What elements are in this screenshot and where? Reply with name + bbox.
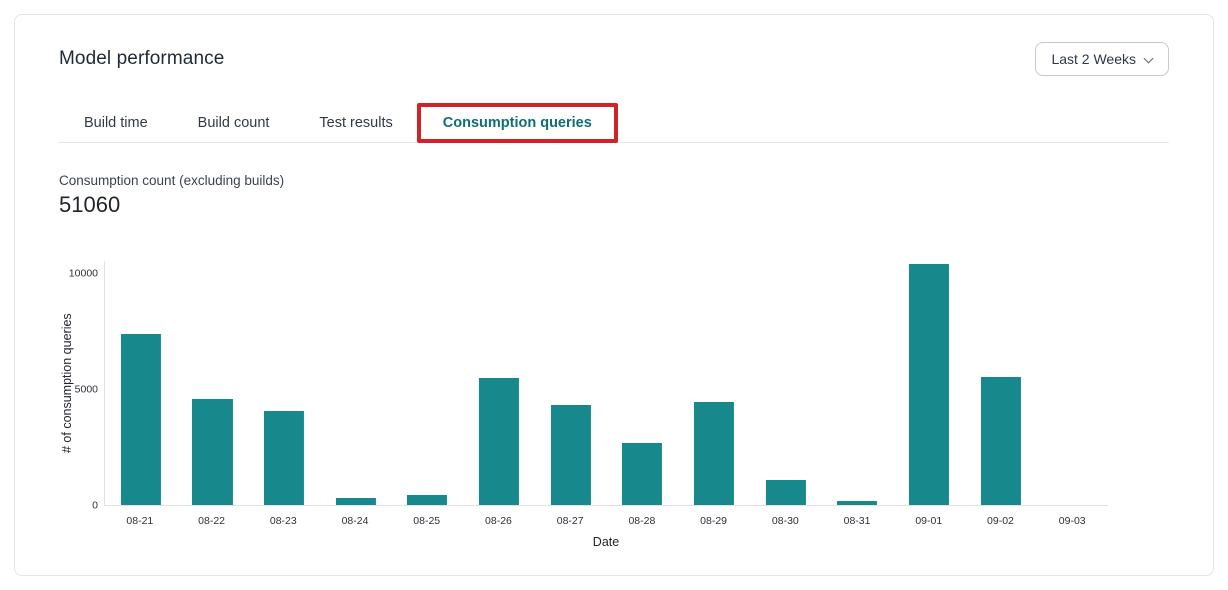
tab-build-count[interactable]: Build count <box>173 104 295 142</box>
x-axis-title: Date <box>592 535 620 549</box>
bar-slot <box>392 261 464 505</box>
x-tick-label: 08-29 <box>700 515 728 527</box>
tab-consumption-queries[interactable]: Consumption queries <box>416 103 618 143</box>
tab-build-time[interactable]: Build time <box>59 104 173 142</box>
bar-09-02[interactable] <box>980 376 1021 505</box>
x-tick-label: 08-30 <box>771 515 799 527</box>
x-tick-label: 08-23 <box>269 515 297 527</box>
metric-value: 51060 <box>59 192 121 217</box>
bar-08-23[interactable] <box>264 411 305 505</box>
bar-slot <box>535 261 607 505</box>
tab-label: Build count <box>197 115 270 131</box>
metric-block: Consumption count (excluding builds) 510… <box>59 172 1169 218</box>
card-header: Model performance Last 2 Weeks <box>59 39 1169 79</box>
bar-chart: # of consumption queries 0 5000 10000 08-2… <box>59 242 1169 549</box>
bar-09-01[interactable] <box>908 263 949 505</box>
bar-slot <box>750 261 822 505</box>
x-tick-label: 09-03 <box>1058 515 1086 527</box>
x-tick-label: 09-02 <box>987 515 1014 527</box>
bar-slot <box>965 261 1037 505</box>
bar-08-24[interactable] <box>335 498 376 505</box>
bar-08-30[interactable] <box>765 479 806 505</box>
y-tick-label: 10000 <box>68 267 98 280</box>
x-tick-label: 08-31 <box>843 515 871 527</box>
plot-area <box>104 261 1108 506</box>
tab-label: Consumption queries <box>442 115 592 131</box>
x-axis-ticks: 08-21 08-22 08-23 08-24 08-25 08-26 08-27 08-28… <box>104 515 1108 527</box>
tab-bar: Build time Build count Test results Cons… <box>59 103 1169 143</box>
x-tick-label: 09-01 <box>915 515 943 527</box>
bar-slot <box>248 261 320 505</box>
bar-slot <box>893 261 965 505</box>
y-tick-label: 5000 <box>74 383 98 396</box>
bar-slot <box>463 261 535 505</box>
bar-08-27[interactable] <box>550 404 591 505</box>
bar-08-31[interactable] <box>837 500 878 505</box>
date-range-value: Last 2 Weeks <box>1051 51 1136 67</box>
tab-label: Build time <box>84 115 148 131</box>
page-title: Model performance <box>59 48 225 69</box>
model-performance-card: Model performance Last 2 Weeks Build tim… <box>14 14 1214 576</box>
bar-slot <box>177 261 249 505</box>
tab-label: Test results <box>319 115 393 131</box>
bar-08-28[interactable] <box>622 442 663 505</box>
x-tick-label: 08-22 <box>198 515 225 527</box>
chevron-down-icon <box>1145 53 1153 61</box>
bar-08-21[interactable] <box>120 334 161 505</box>
metric-label: Consumption count (excluding builds) <box>59 173 285 188</box>
x-tick-label: 08-24 <box>341 515 369 527</box>
bar-slot <box>606 261 678 505</box>
bar-08-22[interactable] <box>192 398 233 505</box>
bar-slot <box>821 261 893 505</box>
bar-slot <box>1036 261 1108 505</box>
bar-slot <box>105 261 177 505</box>
bar-slot <box>678 261 750 505</box>
bar-08-25[interactable] <box>407 495 448 505</box>
x-tick-label: 08-21 <box>126 515 154 527</box>
y-tick-label: 0 <box>92 499 98 512</box>
bar-08-26[interactable] <box>478 377 520 505</box>
date-range-dropdown[interactable]: Last 2 Weeks <box>1035 42 1169 76</box>
x-tick-label: 08-28 <box>628 515 656 527</box>
x-tick-label: 08-26 <box>485 515 512 527</box>
x-tick-label: 08-27 <box>556 515 584 527</box>
bar-08-29[interactable] <box>693 402 734 505</box>
tab-test-results[interactable]: Test results <box>294 104 417 142</box>
y-axis-ticks: 0 5000 10000 <box>59 261 98 511</box>
bar-slot <box>320 261 392 505</box>
x-tick-label: 08-25 <box>413 515 441 527</box>
